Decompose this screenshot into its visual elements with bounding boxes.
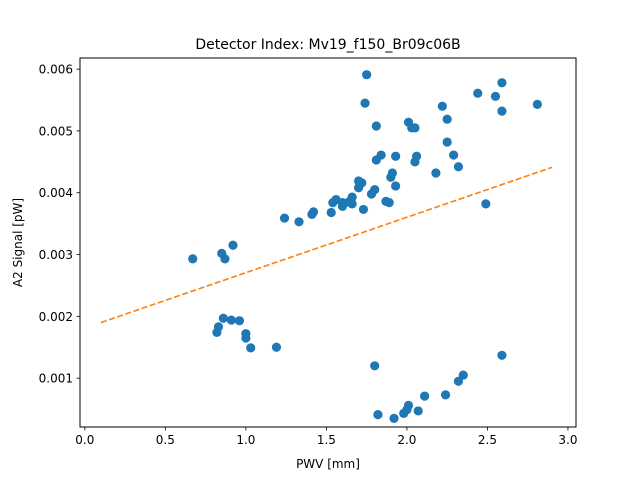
data-point: [362, 70, 372, 80]
data-point: [279, 213, 290, 223]
data-point: [347, 192, 357, 202]
data-point: [246, 343, 256, 353]
data-point: [357, 178, 367, 188]
data-point: [453, 376, 464, 386]
x-tick-label: 2.0: [397, 433, 416, 447]
data-point: [370, 361, 380, 371]
data-point: [326, 207, 336, 218]
data-point: [220, 254, 230, 264]
y-tick-label: 0.001: [39, 372, 73, 386]
data-point: [226, 315, 236, 325]
y-tick-label: 0.002: [39, 310, 73, 324]
data-point: [473, 88, 483, 98]
axes-frame: [79, 57, 577, 428]
x-ticks: 0.0 0.5 1.0 1.5 2.0 2.5 3.0: [75, 427, 577, 447]
data-point: [228, 240, 238, 250]
data-point: [449, 150, 459, 160]
data-point: [411, 151, 422, 161]
data-point: [497, 78, 507, 88]
data-point: [347, 199, 357, 209]
data-point: [532, 99, 542, 109]
data-point: [384, 198, 394, 208]
data-point: [213, 322, 224, 332]
data-point: [294, 217, 304, 227]
y-ticks: 0.001 0.002 0.003 0.004 0.005 0.006: [39, 63, 80, 386]
data-point: [440, 390, 451, 400]
data-point: [188, 254, 198, 264]
data-point: [391, 181, 401, 191]
y-tick-label: 0.005: [39, 124, 73, 138]
x-tick-label: 1.5: [317, 433, 336, 447]
x-tick-label: 2.5: [478, 433, 497, 447]
y-axis-label: A2 Signal [pW]: [11, 198, 25, 287]
data-point: [389, 413, 399, 423]
data-point: [431, 168, 441, 178]
data-point: [391, 151, 401, 161]
data-point: [376, 150, 386, 160]
data-point: [271, 342, 282, 352]
data-point: [442, 114, 452, 124]
y-tick-label: 0.003: [39, 248, 73, 262]
y-tick-label: 0.006: [39, 63, 73, 77]
data-point: [371, 121, 381, 131]
data-point: [358, 204, 369, 215]
data-point: [403, 400, 414, 410]
data-point: [490, 91, 501, 101]
data-point: [218, 313, 228, 323]
data-point: [437, 101, 447, 111]
x-tick-label: 0.5: [156, 433, 175, 447]
plot-area: [100, 70, 553, 423]
data-point: [308, 207, 319, 217]
x-tick-label: 1.0: [236, 433, 255, 447]
y-tick-label: 0.004: [39, 186, 73, 200]
fit-line: [100, 166, 553, 324]
data-point: [370, 185, 380, 195]
data-point: [420, 391, 430, 401]
data-point: [373, 410, 383, 420]
data-point: [442, 137, 452, 147]
x-tick-label: 0.0: [75, 433, 94, 447]
x-tick-label: 3.0: [558, 433, 577, 447]
data-point: [413, 406, 423, 416]
data-point: [458, 370, 468, 380]
data-point: [360, 98, 370, 108]
data-point: [387, 168, 398, 178]
x-axis-label: PWV [mm]: [296, 457, 360, 471]
data-point: [410, 123, 420, 133]
data-point: [234, 316, 245, 326]
chart-title: Detector Index: Mv19_f150_Br09c06B: [195, 37, 460, 53]
data-point: [497, 106, 507, 116]
data-point: [241, 333, 251, 343]
data-point: [481, 199, 491, 209]
axes-background: [80, 58, 576, 427]
data-point: [497, 350, 507, 360]
data-point: [453, 162, 464, 172]
